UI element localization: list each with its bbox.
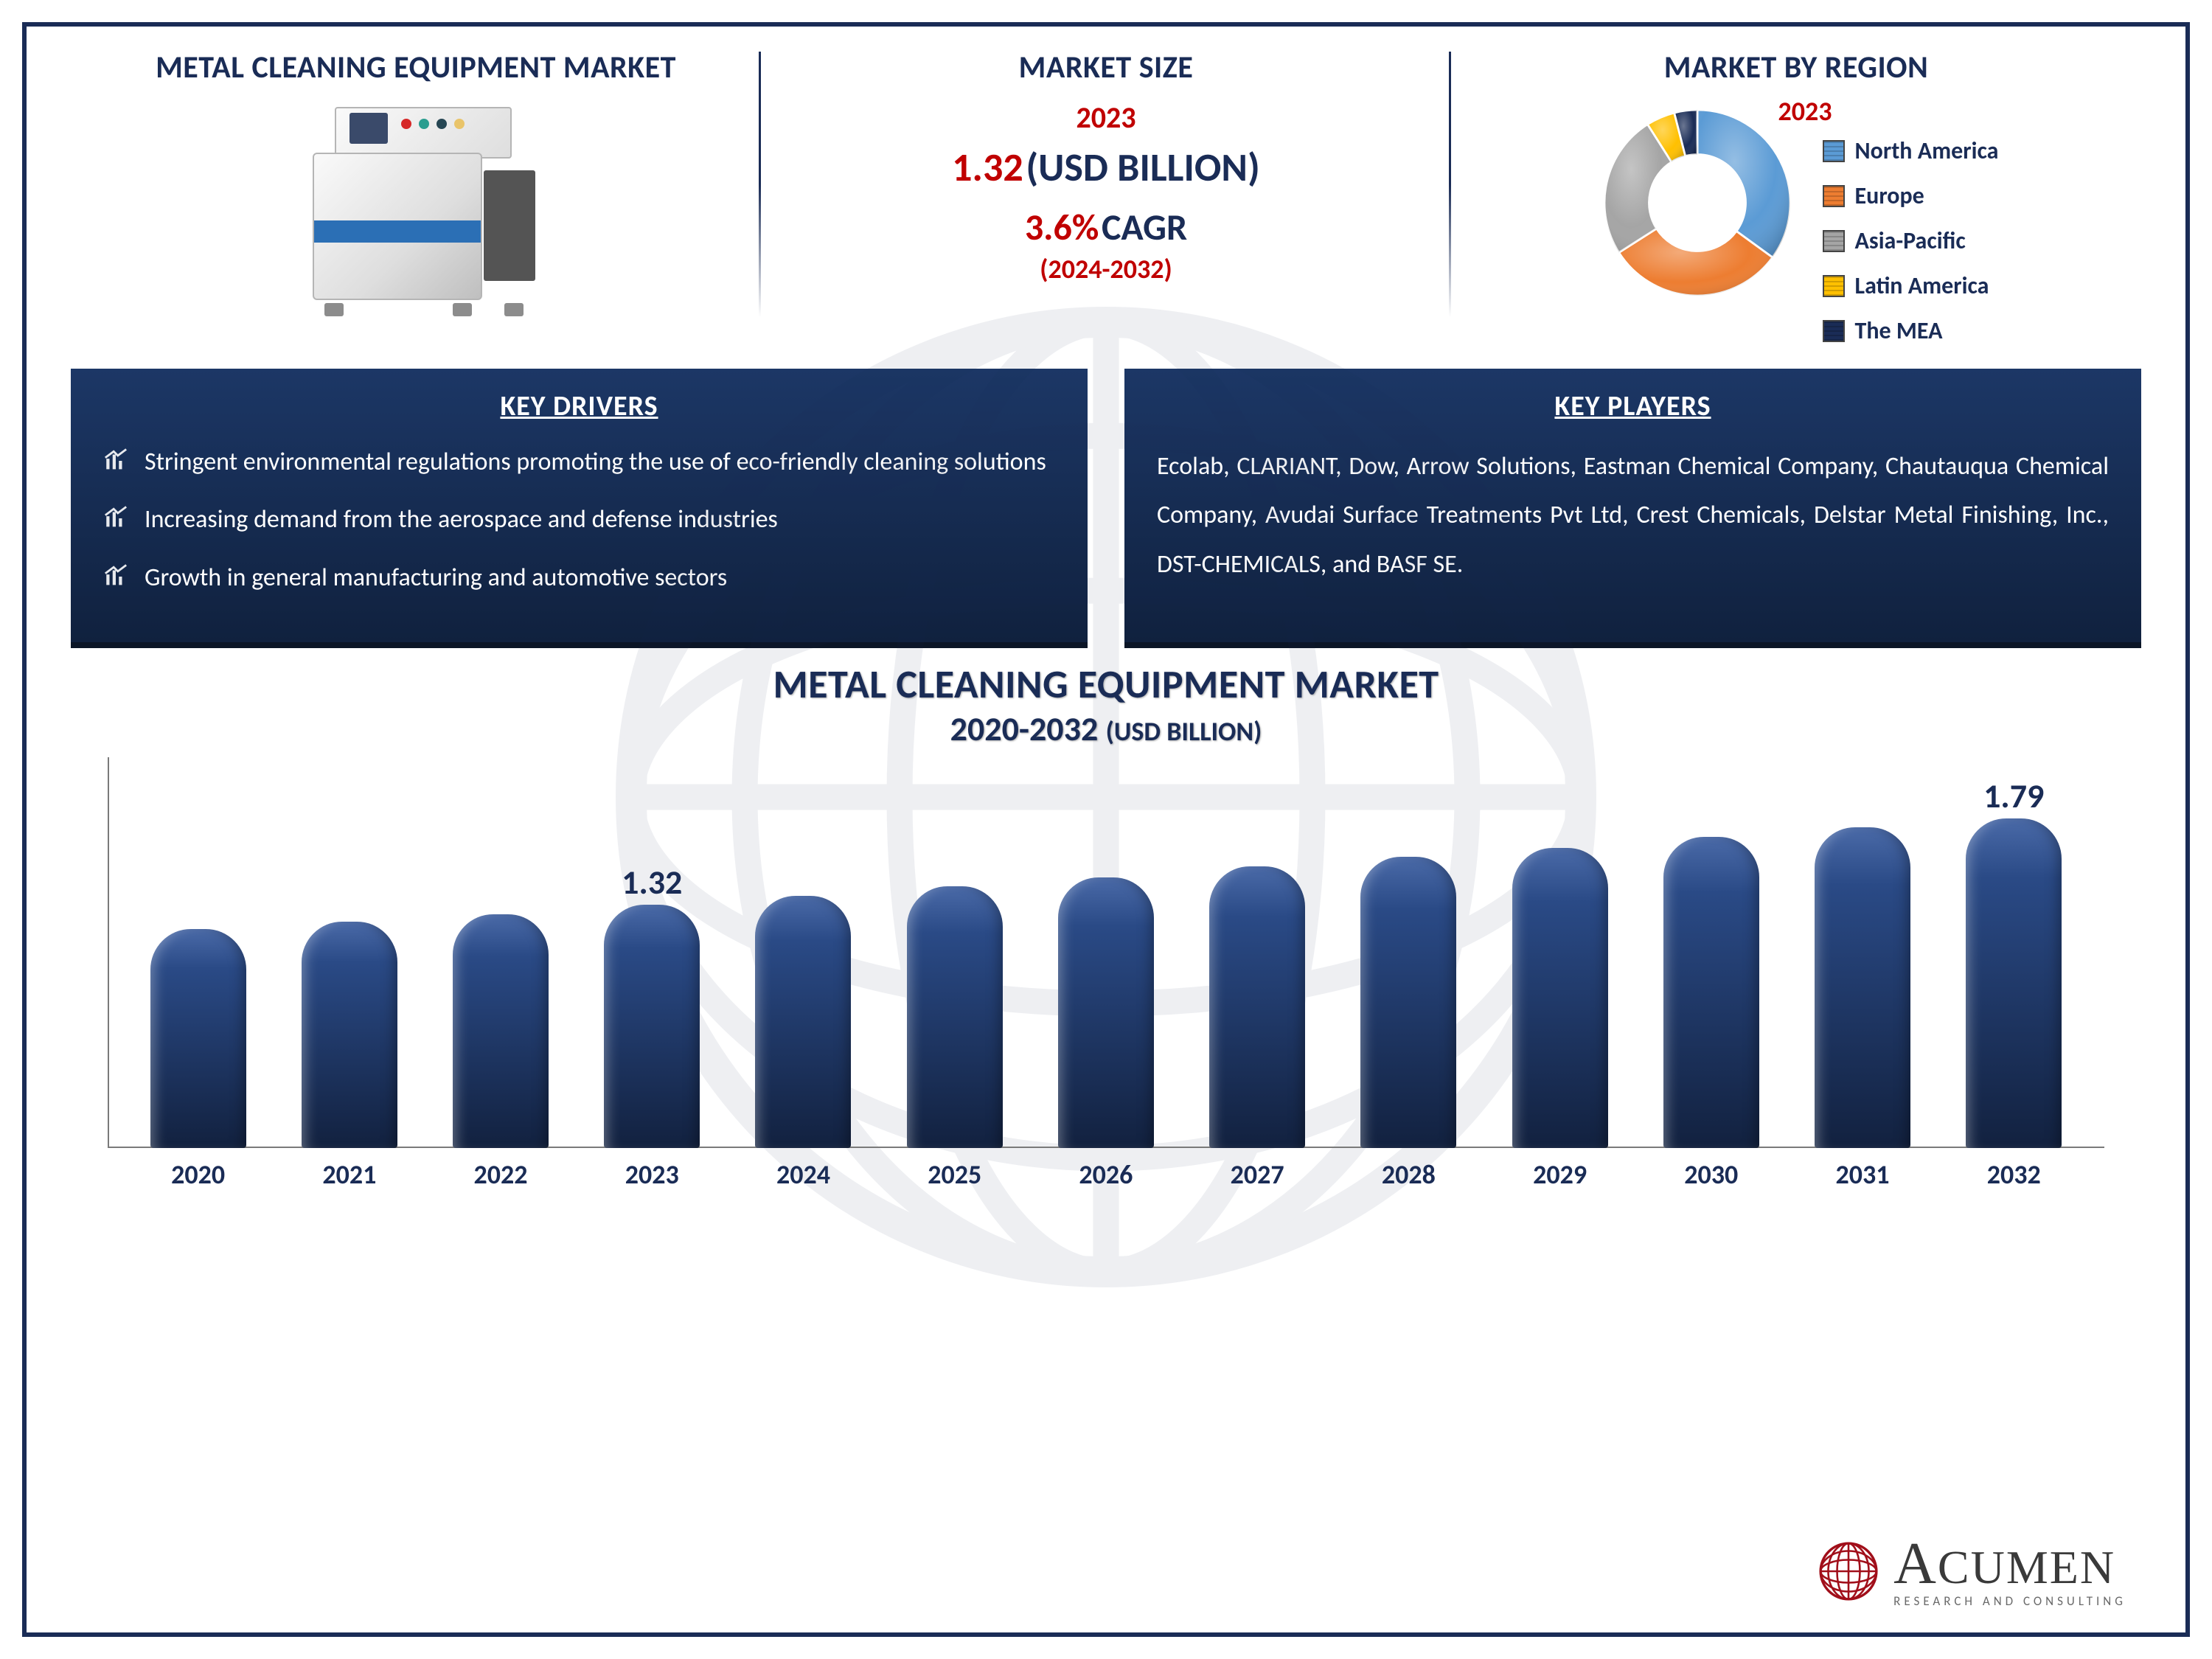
key-players-text: Ecolab, CLARIANT, Dow, Arrow Solutions, … — [1157, 442, 2109, 589]
cagr-range: (2024-2032) — [761, 253, 1451, 285]
x-tick-label: 2026 — [1058, 1148, 1154, 1200]
header-row: METAL CLEANING EQUIPMENT MARKET MARKET S… — [27, 27, 2185, 361]
x-tick-label: 2021 — [302, 1148, 397, 1200]
bar-chart: 1.321.79 2020202120222023202420252026202… — [108, 757, 2104, 1200]
legend-item: North America — [1823, 136, 1999, 165]
region-year: 2023 — [1778, 95, 1999, 128]
market-size-value: 1.32 — [952, 143, 1023, 192]
bar-slot: 1.79 — [1966, 818, 2062, 1149]
bar-chart-title: METAL CLEANING EQUIPMENT MARKET 2020-203… — [27, 660, 2185, 750]
legend-swatch — [1823, 275, 1845, 297]
x-tick-label: 2020 — [150, 1148, 246, 1200]
market-title: METAL CLEANING EQUIPMENT MARKET — [71, 49, 761, 86]
cagr-label: CAGR — [1102, 205, 1187, 250]
bar-slot — [1663, 837, 1759, 1149]
legend-label: Latin America — [1855, 271, 1989, 300]
equipment-illustration — [283, 100, 549, 321]
legend-label: Europe — [1855, 181, 1924, 210]
driver-item: Growth in general manufacturing and auto… — [103, 558, 1055, 598]
legend-item: Latin America — [1823, 271, 1999, 300]
x-tick-label: 2028 — [1360, 1148, 1456, 1200]
brand-globe-icon — [1817, 1540, 1880, 1603]
bar-slot — [907, 886, 1003, 1148]
bar — [1663, 837, 1759, 1149]
bar — [1209, 866, 1305, 1149]
x-tick-label: 2027 — [1209, 1148, 1305, 1200]
bar-slot — [1512, 848, 1608, 1149]
bar — [1360, 857, 1456, 1148]
bar-slot — [1209, 866, 1305, 1149]
legend-label: North America — [1855, 136, 1999, 165]
market-size-year: 2023 — [761, 100, 1451, 136]
chart-title-line2-sub: (USD BILLION) — [1106, 715, 1262, 748]
bar-value-label: 1.32 — [622, 862, 682, 903]
bar — [907, 886, 1003, 1148]
bar — [453, 914, 549, 1149]
bars-container: 1.32 1.79 — [108, 779, 2104, 1148]
x-tick-label: 2030 — [1663, 1148, 1759, 1200]
market-size-unit: (USD BILLION) — [1026, 143, 1260, 192]
x-tick-label: 2032 — [1966, 1148, 2062, 1200]
key-drivers-title: KEY DRIVERS — [103, 389, 1055, 423]
region-donut-chart — [1594, 100, 1801, 306]
bar-slot — [1360, 857, 1456, 1148]
legend-swatch — [1823, 140, 1845, 162]
x-tick-label: 2031 — [1815, 1148, 1910, 1200]
legend-swatch — [1823, 320, 1845, 342]
bar-slot — [1815, 827, 1910, 1148]
x-tick-label: 2023 — [604, 1148, 700, 1200]
x-tick-label: 2022 — [453, 1148, 549, 1200]
key-players-box: KEY PLAYERS Ecolab, CLARIANT, Dow, Arrow… — [1124, 369, 2141, 648]
key-drivers-list: Stringent environmental regulations prom… — [103, 442, 1055, 598]
bar-slot: 1.32 — [604, 905, 700, 1148]
header-left: METAL CLEANING EQUIPMENT MARKET — [71, 49, 761, 361]
key-drivers-box: KEY DRIVERS Stringent environmental regu… — [71, 369, 1088, 648]
bar — [1966, 818, 2062, 1149]
chart-title-line2-main: 2020-2032 — [950, 709, 1099, 750]
bar — [1815, 827, 1910, 1148]
bar — [755, 896, 851, 1149]
header-center: MARKET SIZE 2023 1.32 (USD BILLION) 3.6%… — [761, 49, 1451, 361]
bar — [604, 905, 700, 1148]
bar-slot — [1058, 877, 1154, 1149]
legend-item: Asia-Pacific — [1823, 226, 1999, 255]
driver-item: Increasing demand from the aerospace and… — [103, 500, 1055, 540]
legend-label: Asia-Pacific — [1855, 226, 1966, 255]
bar — [150, 929, 246, 1149]
cagr-value: 3.6% — [1025, 205, 1099, 250]
x-tick-label: 2024 — [755, 1148, 851, 1200]
brand-name: ACUMEN — [1893, 1534, 2126, 1593]
bar-value-label: 1.79 — [1983, 776, 2044, 817]
brand-logo: ACUMEN RESEARCH AND CONSULTING — [1817, 1534, 2126, 1607]
x-tick-label: 2029 — [1512, 1148, 1608, 1200]
legend-swatch — [1823, 230, 1845, 252]
key-players-title: KEY PLAYERS — [1157, 389, 2109, 423]
info-boxes-row: KEY DRIVERS Stringent environmental regu… — [27, 361, 2185, 648]
legend-label: The MEA — [1855, 316, 1943, 345]
market-region-title: MARKET BY REGION — [1451, 49, 2141, 86]
legend-item: Europe — [1823, 181, 1999, 210]
chart-up-icon — [103, 506, 128, 531]
x-tick-label: 2025 — [907, 1148, 1003, 1200]
bar — [1512, 848, 1608, 1149]
bar-slot — [755, 896, 851, 1149]
header-right: MARKET BY REGION 2023 North America Europ… — [1451, 49, 2141, 361]
market-size-title: MARKET SIZE — [761, 49, 1451, 86]
bar-slot — [453, 914, 549, 1149]
brand-subtitle: RESEARCH AND CONSULTING — [1893, 1595, 2126, 1607]
legend-item: The MEA — [1823, 316, 1999, 345]
legend-swatch — [1823, 185, 1845, 207]
chart-title-line1: METAL CLEANING EQUIPMENT MARKET — [27, 660, 2185, 709]
driver-item: Stringent environmental regulations prom… — [103, 442, 1055, 482]
chart-up-icon — [103, 564, 128, 589]
bar — [1058, 877, 1154, 1149]
bar-slot — [302, 922, 397, 1149]
region-legend: 2023 North AmericaEuropeAsia-PacificLati… — [1823, 95, 1999, 361]
chart-up-icon — [103, 448, 128, 473]
x-labels: 2020 2021 2022 2023 2024 2025 2026 2027 2028 2029… — [108, 1148, 2104, 1200]
bar-slot — [150, 929, 246, 1149]
bar — [302, 922, 397, 1149]
infographic-frame: METAL CLEANING EQUIPMENT MARKET MARKET S… — [22, 22, 2190, 1637]
